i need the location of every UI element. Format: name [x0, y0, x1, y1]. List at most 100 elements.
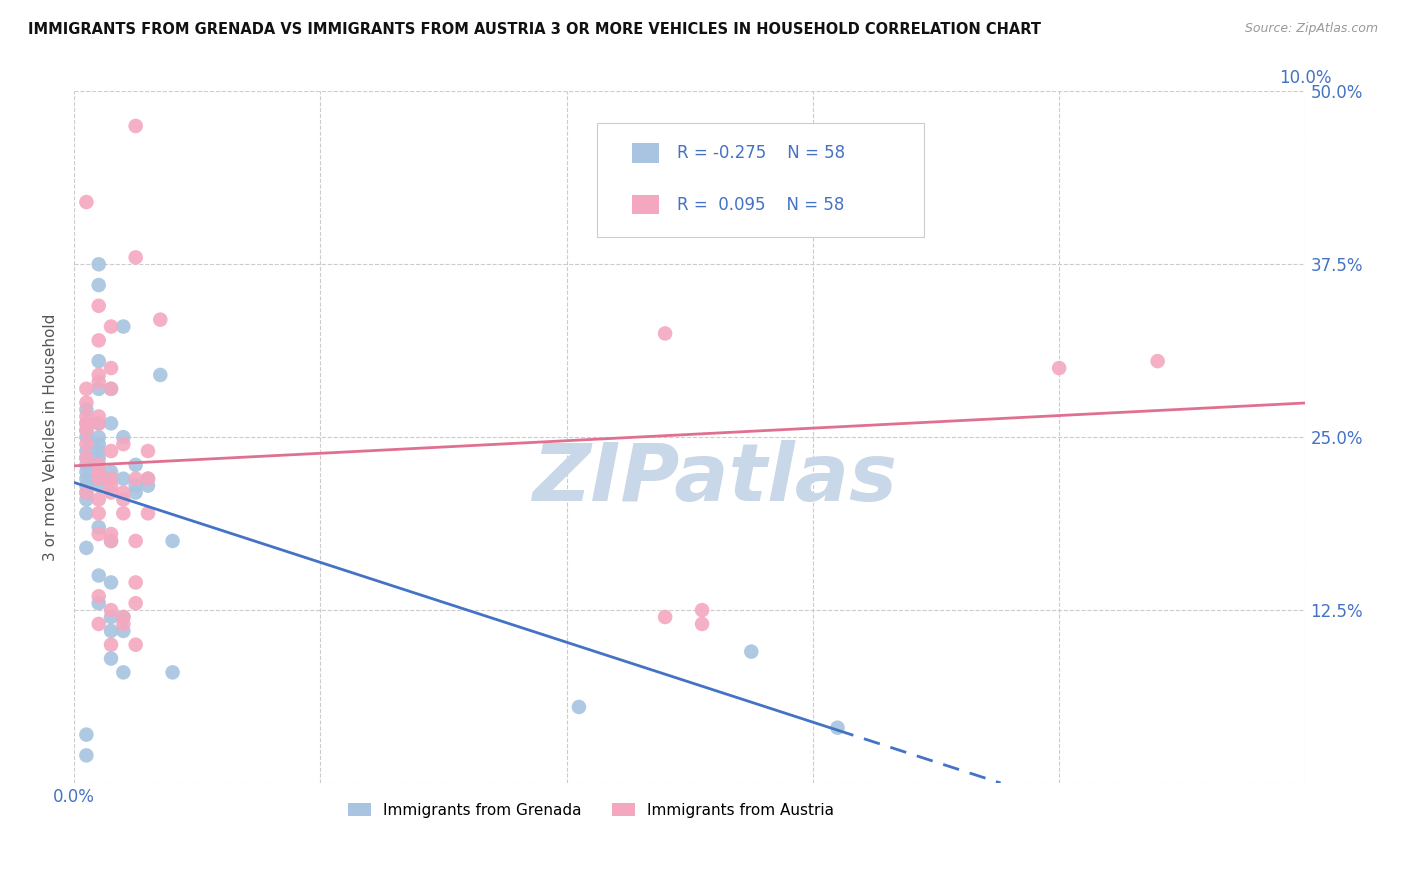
- Point: [100, 533, 122, 548]
- Point: [100, 382, 122, 396]
- Point: [100, 533, 122, 548]
- Point: [112, 617, 135, 632]
- Point: [87, 450, 110, 465]
- Point: [112, 610, 135, 624]
- Point: [87, 492, 110, 507]
- Point: [75, 541, 97, 555]
- Point: [87, 299, 110, 313]
- Point: [87, 458, 110, 472]
- Point: [112, 506, 135, 520]
- Point: [87, 472, 110, 486]
- Point: [112, 492, 135, 507]
- Point: [162, 665, 184, 680]
- Point: [75, 492, 97, 507]
- Point: [75, 458, 97, 472]
- Point: [100, 319, 122, 334]
- Point: [100, 417, 122, 431]
- Point: [87, 617, 110, 632]
- Point: [75, 478, 97, 492]
- Text: R =  0.095    N = 58: R = 0.095 N = 58: [678, 195, 845, 213]
- Point: [87, 368, 110, 382]
- Point: [75, 423, 97, 437]
- Point: [112, 319, 135, 334]
- Point: [740, 146, 762, 161]
- Point: [75, 728, 97, 742]
- Point: [87, 478, 110, 492]
- Point: [654, 326, 676, 341]
- Point: [100, 610, 122, 624]
- Point: [87, 437, 110, 451]
- Point: [87, 506, 110, 520]
- Point: [124, 478, 146, 492]
- Point: [87, 354, 110, 368]
- Text: IMMIGRANTS FROM GRENADA VS IMMIGRANTS FROM AUSTRIA 3 OR MORE VEHICLES IN HOUSEHO: IMMIGRANTS FROM GRENADA VS IMMIGRANTS FR…: [28, 22, 1040, 37]
- FancyBboxPatch shape: [631, 143, 659, 162]
- Point: [136, 478, 159, 492]
- Point: [87, 444, 110, 458]
- Text: ZIPatlas: ZIPatlas: [531, 440, 897, 517]
- Point: [112, 665, 135, 680]
- Point: [100, 651, 122, 665]
- Point: [75, 402, 97, 417]
- Point: [87, 382, 110, 396]
- Point: [124, 485, 146, 500]
- Point: [87, 520, 110, 534]
- Point: [1146, 354, 1168, 368]
- Point: [112, 624, 135, 638]
- Point: [87, 596, 110, 610]
- Point: [87, 409, 110, 424]
- Point: [100, 527, 122, 541]
- Point: [87, 417, 110, 431]
- Point: [100, 603, 122, 617]
- Point: [75, 506, 97, 520]
- Point: [136, 506, 159, 520]
- Point: [100, 638, 122, 652]
- Point: [87, 527, 110, 541]
- Point: [690, 617, 713, 632]
- Point: [149, 312, 172, 326]
- Point: [124, 638, 146, 652]
- Point: [75, 423, 97, 437]
- Point: [654, 610, 676, 624]
- Point: [112, 430, 135, 444]
- Point: [75, 430, 97, 444]
- Point: [75, 748, 97, 763]
- Point: [100, 465, 122, 479]
- Point: [100, 361, 122, 376]
- Point: [75, 485, 97, 500]
- Point: [690, 603, 713, 617]
- Point: [87, 458, 110, 472]
- Point: [100, 382, 122, 396]
- Point: [75, 417, 97, 431]
- Point: [75, 382, 97, 396]
- Point: [124, 458, 146, 472]
- Point: [100, 444, 122, 458]
- Y-axis label: 3 or more Vehicles in Household: 3 or more Vehicles in Household: [44, 313, 58, 561]
- Point: [124, 575, 146, 590]
- Point: [87, 465, 110, 479]
- Point: [87, 430, 110, 444]
- Point: [149, 368, 172, 382]
- Point: [124, 119, 146, 133]
- Point: [87, 257, 110, 271]
- Point: [100, 575, 122, 590]
- Point: [75, 417, 97, 431]
- Point: [1047, 361, 1070, 376]
- Point: [87, 568, 110, 582]
- Point: [75, 485, 97, 500]
- Point: [568, 700, 591, 714]
- Point: [124, 251, 146, 265]
- Point: [124, 596, 146, 610]
- Point: [75, 437, 97, 451]
- Legend: Immigrants from Grenada, Immigrants from Austria: Immigrants from Grenada, Immigrants from…: [342, 797, 841, 824]
- Point: [75, 395, 97, 409]
- Point: [87, 417, 110, 431]
- Point: [112, 472, 135, 486]
- Point: [75, 195, 97, 210]
- Point: [75, 465, 97, 479]
- Point: [162, 533, 184, 548]
- Point: [100, 485, 122, 500]
- FancyBboxPatch shape: [631, 194, 659, 214]
- Point: [124, 472, 146, 486]
- Point: [100, 472, 122, 486]
